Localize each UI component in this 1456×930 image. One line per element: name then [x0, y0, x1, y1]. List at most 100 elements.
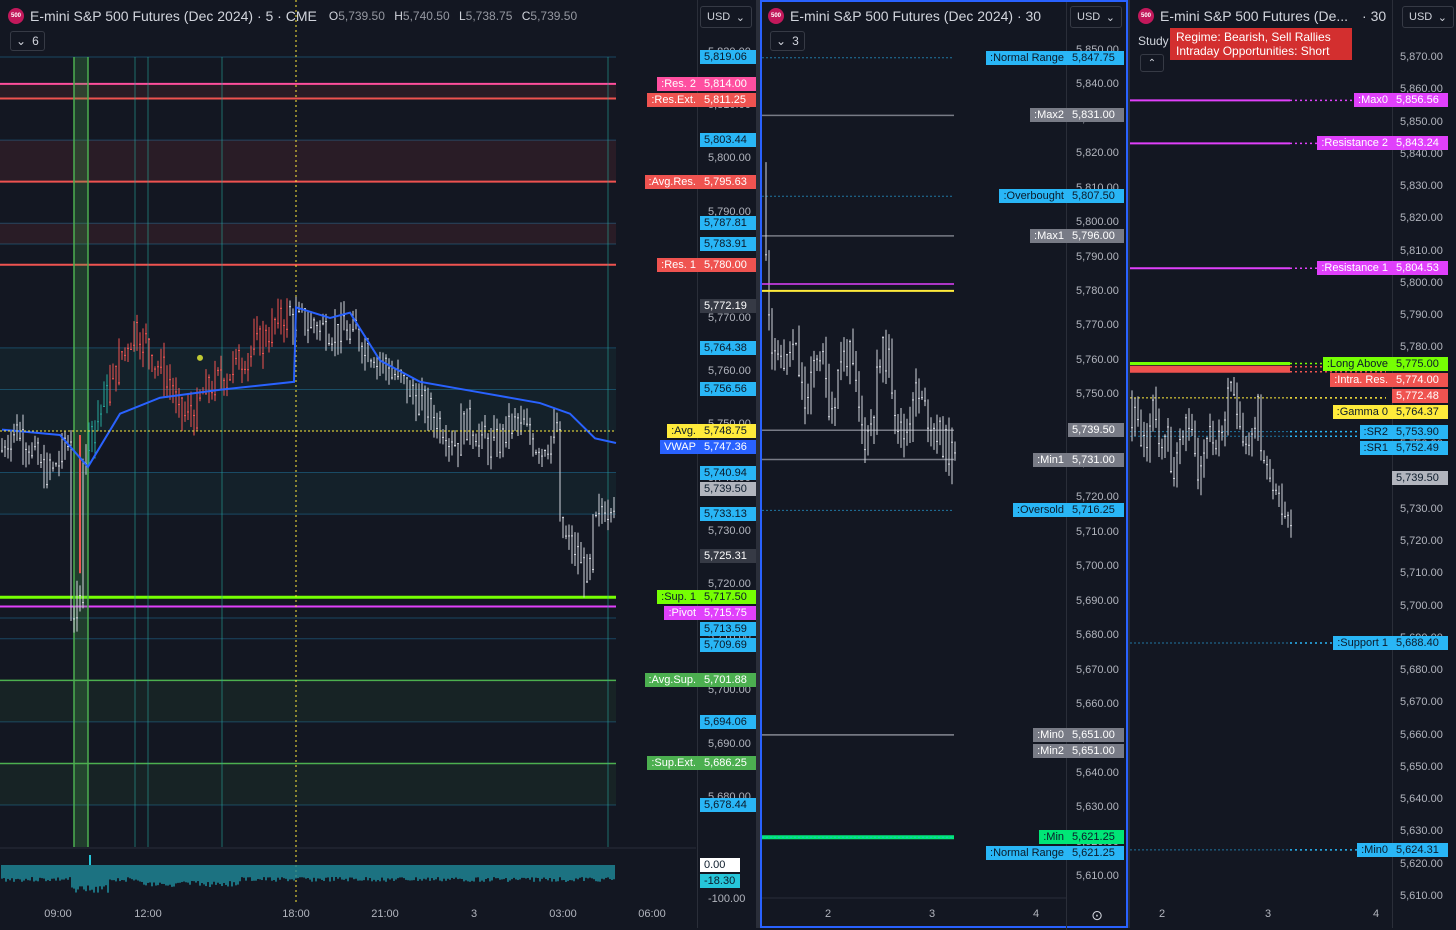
settings-gear-icon[interactable]: ⊙ [1091, 906, 1103, 923]
level-tag-label: :Intra. Res. [1330, 372, 1392, 387]
interval-label[interactable]: · 30 [1362, 8, 1387, 24]
regime-text: Regime: Bearish, Sell Rallies [1176, 30, 1331, 44]
level-tag-label: :Avg. [667, 424, 700, 438]
price-value-label: 5,819.06 [700, 50, 756, 64]
pane-splitter[interactable] [756, 0, 760, 928]
price-value-label: 5,783.91 [700, 236, 756, 251]
price-value-label: 5,772.19 [700, 299, 756, 314]
time-tick-label: 4 [1372, 908, 1380, 920]
chevron-down-icon: ⌄ [735, 11, 745, 24]
level-tag-label: :Max0 [1354, 93, 1392, 108]
level-tag-label: :Sup.Ext. [647, 756, 700, 771]
symbol-header[interactable]: 500 E-mini S&P 500 Futures (Dec 2024) · … [8, 8, 583, 24]
symbol-title[interactable]: E-mini S&P 500 Futures (De... [1160, 8, 1349, 24]
symbol-title[interactable]: E-mini S&P 500 Futures (Dec 2024) · 5 · … [30, 8, 317, 24]
price-tick-label: 5,680.00 [1400, 664, 1443, 677]
currency-label: USD [707, 11, 731, 23]
price-value-label: 5,716.25 [1068, 503, 1124, 518]
level-tag-label: :Pivot [664, 606, 700, 621]
price-tick-label: 5,720.00 [1400, 535, 1443, 548]
price-tick-label: 5,870.00 [1400, 51, 1443, 63]
price-tick-label: 5,800.00 [1076, 216, 1119, 229]
level-tag-label: :Resistance 1 [1317, 261, 1392, 276]
indicators-toggle-button[interactable]: ⌄ 6 [10, 31, 45, 51]
price-tick-label: 5,770.00 [1076, 319, 1119, 332]
price-chart-5min[interactable] [0, 0, 756, 928]
price-tick-label: 5,660.00 [1076, 697, 1119, 710]
time-tick-label: 03:00 [549, 908, 577, 920]
level-zone [0, 347, 616, 431]
level-tag-label: :Min0 [1033, 727, 1068, 742]
price-tick-label: 5,700.00 [1400, 599, 1443, 612]
time-tick-label: 12:00 [134, 908, 162, 920]
price-tick-label: 5,700.00 [708, 684, 751, 697]
price-tick-label: 5,690.00 [1076, 594, 1119, 607]
price-tick-label: 5,730.00 [708, 524, 751, 537]
level-tag-label: :Overbought [999, 189, 1068, 204]
price-value-label: 5,747.36 [700, 440, 756, 454]
currency-label: USD [1077, 11, 1101, 23]
price-value-label: 5,717.50 [700, 590, 756, 605]
time-tick-label: 2 [1158, 908, 1166, 920]
pane-splitter[interactable] [1128, 0, 1130, 928]
chart-pane-5min[interactable]: 500 E-mini S&P 500 Futures (Dec 2024) · … [0, 0, 756, 928]
collapse-legend-button[interactable]: ⌃ [1140, 54, 1164, 72]
level-zone [0, 140, 616, 182]
price-value-label: 5,831.00 [1068, 108, 1124, 123]
price-tick-label: 5,820.00 [1076, 147, 1119, 160]
price-chart-30min[interactable] [762, 2, 1126, 926]
price-tick-label: 5,840.00 [1400, 147, 1443, 160]
price-tick-label: 5,650.00 [1400, 760, 1443, 773]
level-tag-label: :Support 1 [1333, 636, 1392, 650]
price-tick-label: 5,820.00 [1400, 212, 1443, 225]
price-tick-label: 5,720.00 [708, 577, 751, 590]
symbol-logo: 500 [8, 8, 24, 24]
chevron-down-icon: ⌄ [16, 34, 27, 48]
chart-pane-30min-study[interactable]: 500 E-mini S&P 500 Futures (De... · 30 U… [1130, 0, 1456, 928]
level-tag-label: :Min2 [1033, 743, 1068, 758]
price-tick-label: 5,710.00 [1400, 567, 1443, 580]
study-legend-label[interactable]: Study [1138, 34, 1169, 48]
price-tick-label: 5,690.00 [708, 737, 751, 750]
regime-banner: Regime: Bearish, Sell Rallies Intraday O… [1170, 28, 1352, 60]
symbol-header[interactable]: 500 E-mini S&P 500 Futures (Dec 2024) · … [768, 8, 1041, 24]
symbol-title[interactable]: E-mini S&P 500 Futures (Dec 2024) · 30 [790, 8, 1042, 24]
level-tag-label: :Max1 [1030, 228, 1068, 243]
price-value-label: 5,678.44 [700, 798, 756, 812]
price-tick-label: 5,780.00 [1400, 341, 1443, 354]
price-tick-label: 5,620.00 [1400, 857, 1443, 870]
price-value-label: 5,651.00 [1068, 727, 1124, 742]
currency-selector[interactable]: USD ⌄ [1402, 6, 1454, 28]
price-value-label: 5,694.06 [700, 714, 756, 729]
price-value-label: 5,739.50 [1068, 423, 1124, 438]
price-value-label: 5,621.25 [1068, 830, 1124, 845]
level-tag-label: :Oversold [1012, 503, 1068, 518]
opportunities-text: Intraday Opportunities: Short [1176, 44, 1330, 58]
symbol-header[interactable]: 500 E-mini S&P 500 Futures (De... · 30 [1138, 8, 1386, 24]
price-tick-label: 5,640.00 [1076, 766, 1119, 779]
price-value-label: 5,686.25 [700, 756, 756, 771]
currency-selector[interactable]: USD ⌄ [700, 6, 752, 28]
price-value-label: 5,701.88 [700, 673, 756, 688]
price-value-label: 5,843.24 [1392, 136, 1448, 151]
price-value-label: 5,651.00 [1068, 743, 1124, 758]
level-zone [0, 472, 616, 515]
price-tick-label: 5,670.00 [1400, 696, 1443, 709]
price-tick-label: 5,680.00 [1076, 629, 1119, 642]
time-tick-label: 3 [470, 908, 478, 920]
price-value-label: 5,621.25 [1068, 846, 1124, 861]
time-tick-label: 06:00 [638, 908, 666, 920]
level-tag-label: :Res.Ext. [647, 92, 700, 107]
price-tick-label: 5,630.00 [1076, 801, 1119, 814]
price-value-label: 5,739.50 [700, 481, 756, 496]
symbol-logo: 500 [768, 8, 784, 24]
price-value-label: 5,856.56 [1392, 93, 1448, 108]
low-value: 5,738.75 [465, 9, 513, 23]
level-tag-label: :Normal Range [986, 50, 1068, 65]
chart-pane-30min[interactable]: 500 E-mini S&P 500 Futures (Dec 2024) · … [760, 0, 1128, 930]
indicators-toggle-button[interactable]: ⌄ 3 [770, 31, 805, 51]
currency-selector[interactable]: USD ⌄ [1070, 6, 1122, 28]
price-tick-label: 5,700.00 [1076, 560, 1119, 573]
price-value-label: 5,739.50 [1392, 471, 1448, 486]
close-value: 5,739.50 [530, 9, 578, 23]
